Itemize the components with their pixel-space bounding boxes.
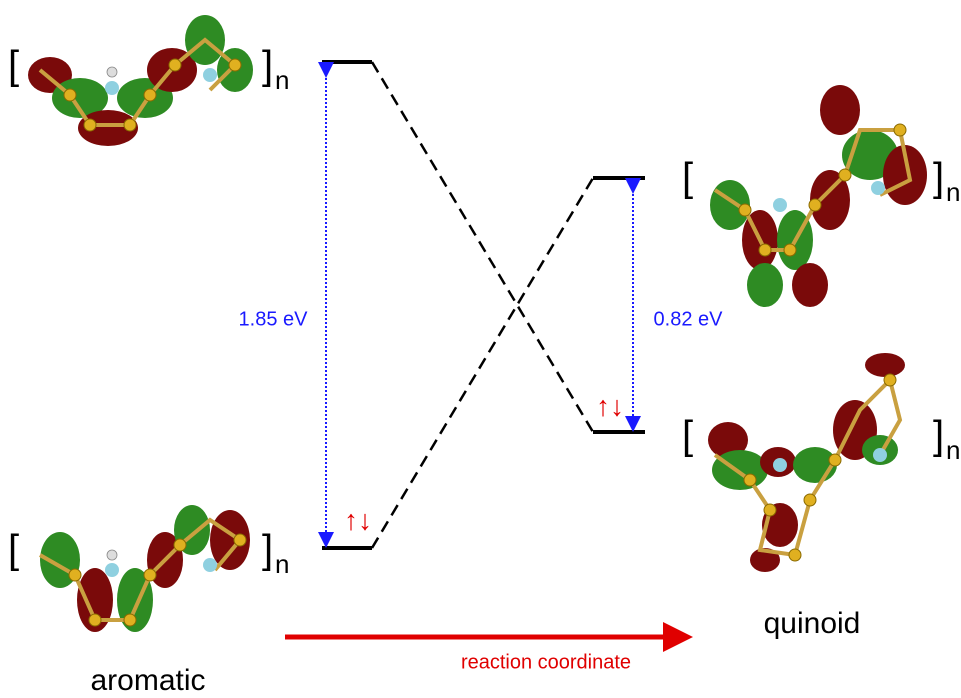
bracket: ] bbox=[933, 414, 944, 458]
spin-pair: ↑↓ bbox=[344, 504, 372, 535]
bracket: ] bbox=[933, 156, 944, 200]
molecule bbox=[28, 15, 253, 146]
structure-label: aromatic bbox=[90, 664, 205, 697]
molecule bbox=[40, 505, 250, 632]
axis-label: reaction coordinate bbox=[461, 651, 631, 673]
structure-label: quinoid bbox=[764, 607, 861, 640]
bracket: [ bbox=[8, 44, 19, 88]
bracket: ] bbox=[262, 528, 273, 572]
energy-levels bbox=[322, 62, 645, 548]
gap-arrows bbox=[326, 70, 633, 540]
subscript: n bbox=[946, 435, 960, 465]
molecule bbox=[708, 353, 905, 572]
spin-pair: ↑↓ bbox=[596, 390, 624, 421]
dashed-line bbox=[372, 178, 593, 548]
diagram: 1.85 eV 0.82 eV ↑↓ ↑↓ reaction coordinat… bbox=[0, 0, 961, 698]
correlation-lines bbox=[372, 62, 593, 548]
bracket: [ bbox=[682, 156, 693, 200]
bracket: ] bbox=[262, 44, 273, 88]
gap-label: 0.82 eV bbox=[654, 308, 724, 330]
subscript: n bbox=[275, 549, 289, 579]
bracket: [ bbox=[8, 528, 19, 572]
gap-label: 1.85 eV bbox=[239, 308, 309, 330]
molecule bbox=[710, 85, 927, 307]
bracket: [ bbox=[682, 414, 693, 458]
dashed-line bbox=[372, 62, 593, 432]
subscript: n bbox=[946, 177, 960, 207]
subscript: n bbox=[275, 65, 289, 95]
